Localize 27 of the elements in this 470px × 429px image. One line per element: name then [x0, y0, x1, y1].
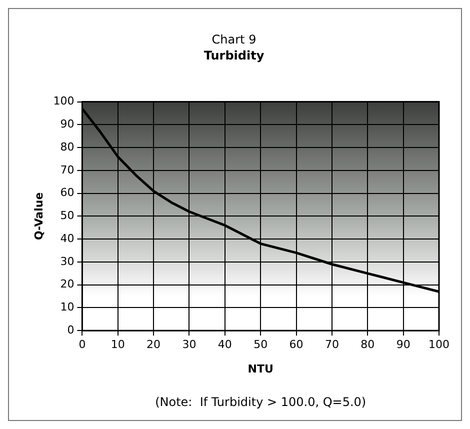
y-tick-label: 60	[60, 186, 74, 200]
x-tick-label: 80	[360, 338, 375, 352]
x-tick-label: 90	[396, 338, 410, 352]
x-tick-label: 50	[254, 338, 268, 352]
y-tick-label: 0	[67, 323, 74, 336]
y-tick-label: 90	[60, 118, 74, 131]
text: (Note: If Turbidity > 100.0, Q=5.0)	[155, 395, 366, 409]
x-tick-label: 70	[324, 338, 339, 352]
y-tick-label: 30	[60, 254, 74, 268]
y-tick-label: 100	[53, 94, 74, 108]
y-tick-label: 40	[60, 232, 74, 245]
x-tick-label: 0	[78, 338, 86, 352]
y-axis-title: Q-Value	[32, 192, 46, 240]
x-tick-label: 30	[182, 338, 196, 352]
x-tick-label: 40	[218, 338, 232, 352]
y-tick-label: 10	[60, 300, 74, 314]
y-tick-label: 70	[60, 163, 74, 176]
y-tick-label: 50	[60, 209, 74, 222]
x-tick-label: 10	[110, 338, 125, 352]
chart-title: Chart 9	[212, 32, 256, 46]
x-tick-label: 100	[428, 338, 450, 352]
x-tick-label: 60	[289, 338, 304, 352]
y-tick-label: 20	[60, 278, 74, 291]
x-tick-label: 20	[146, 338, 161, 352]
x-axis-title: NTU	[248, 362, 274, 376]
chart-subtitle: Turbidity	[204, 48, 264, 63]
y-tick-label: 80	[60, 140, 74, 154]
